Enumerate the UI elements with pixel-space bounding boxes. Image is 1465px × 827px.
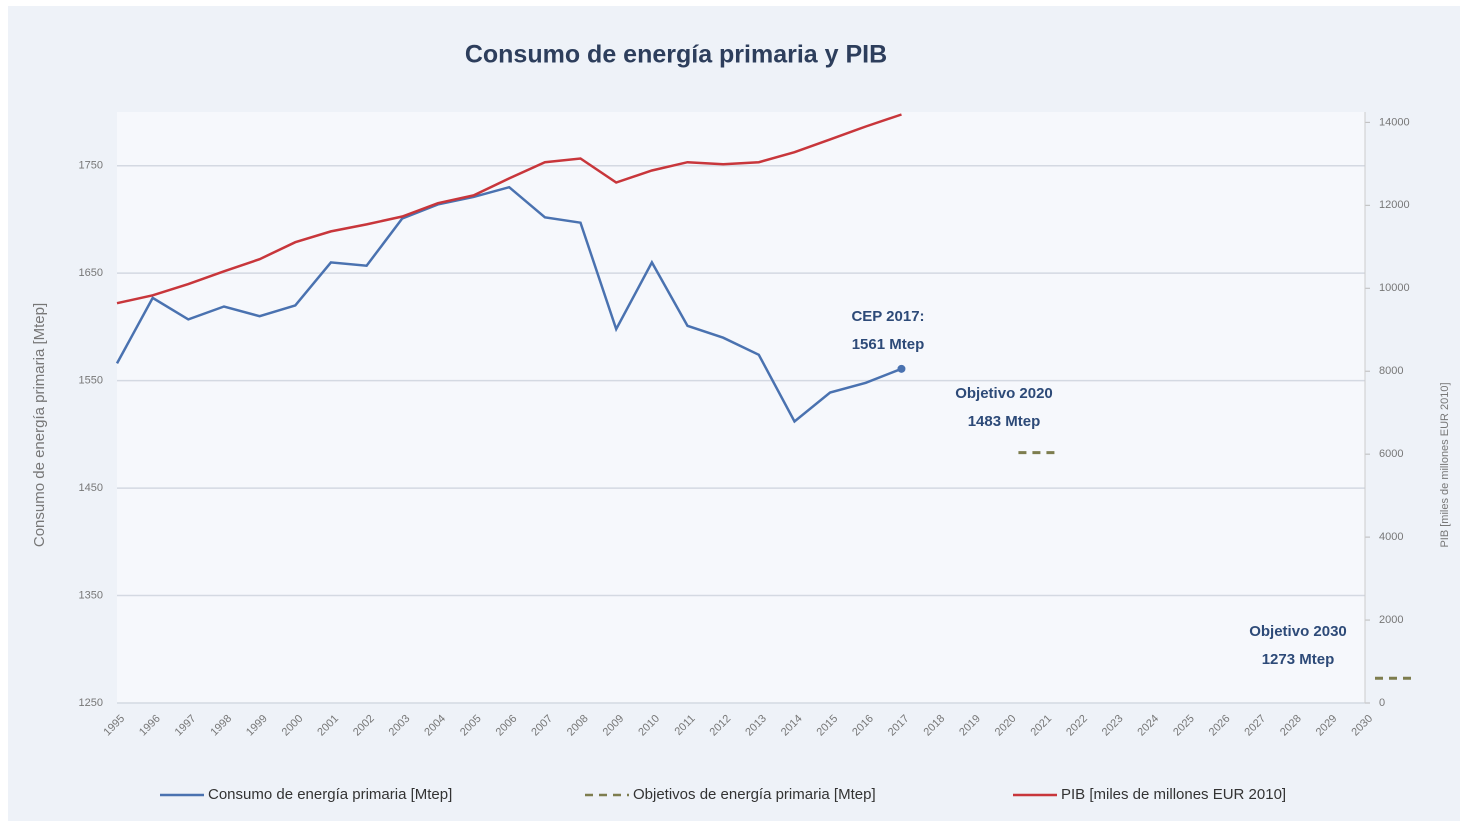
y-tick-label: 1550 [79, 375, 103, 387]
annotation: 1273 Mtep [1262, 651, 1335, 668]
y2-tick-label: 6000 [1379, 448, 1403, 460]
annotation: Objetivo 2030 [1249, 623, 1347, 640]
annotation: 1483 Mtep [968, 413, 1041, 430]
series-line [115, 185, 902, 424]
y-tick-label: 1650 [79, 267, 103, 279]
y2-tick-label: 12000 [1379, 199, 1410, 211]
y-tick-label: 1250 [79, 697, 103, 709]
annotation: Objetivo 2020 [955, 385, 1053, 402]
legend-label: Consumo de energía primaria [Mtep] [208, 786, 452, 803]
legend-label: Objetivos de energía primaria [Mtep] [633, 786, 876, 803]
y2-tick-label: 0 [1379, 697, 1385, 709]
series-line [116, 113, 902, 305]
y2-tick-label: 14000 [1379, 116, 1410, 128]
plot-area [117, 112, 1365, 703]
y-tick-label: 1750 [79, 160, 103, 172]
y-axis-label: Consumo de energía primaria [Mtep] [31, 303, 48, 547]
chart-title: Consumo de energía primaria y PIB [465, 41, 887, 69]
legend-label: PIB [miles de millones EUR 2010] [1061, 786, 1286, 803]
y2-tick-label: 2000 [1379, 614, 1403, 626]
end-point [897, 364, 906, 373]
y-tick-label: 1350 [79, 589, 103, 601]
y2-tick-label: 10000 [1379, 282, 1410, 294]
y2-tick-label: 8000 [1379, 365, 1403, 377]
annotation: CEP 2017: [851, 308, 924, 325]
y-tick-label: 1450 [79, 482, 103, 494]
y2-axis-label: PIB [miles de millones EUR 2010] [1439, 382, 1451, 547]
annotation: 1561 Mtep [852, 336, 925, 353]
y2-tick-label: 4000 [1379, 531, 1403, 543]
